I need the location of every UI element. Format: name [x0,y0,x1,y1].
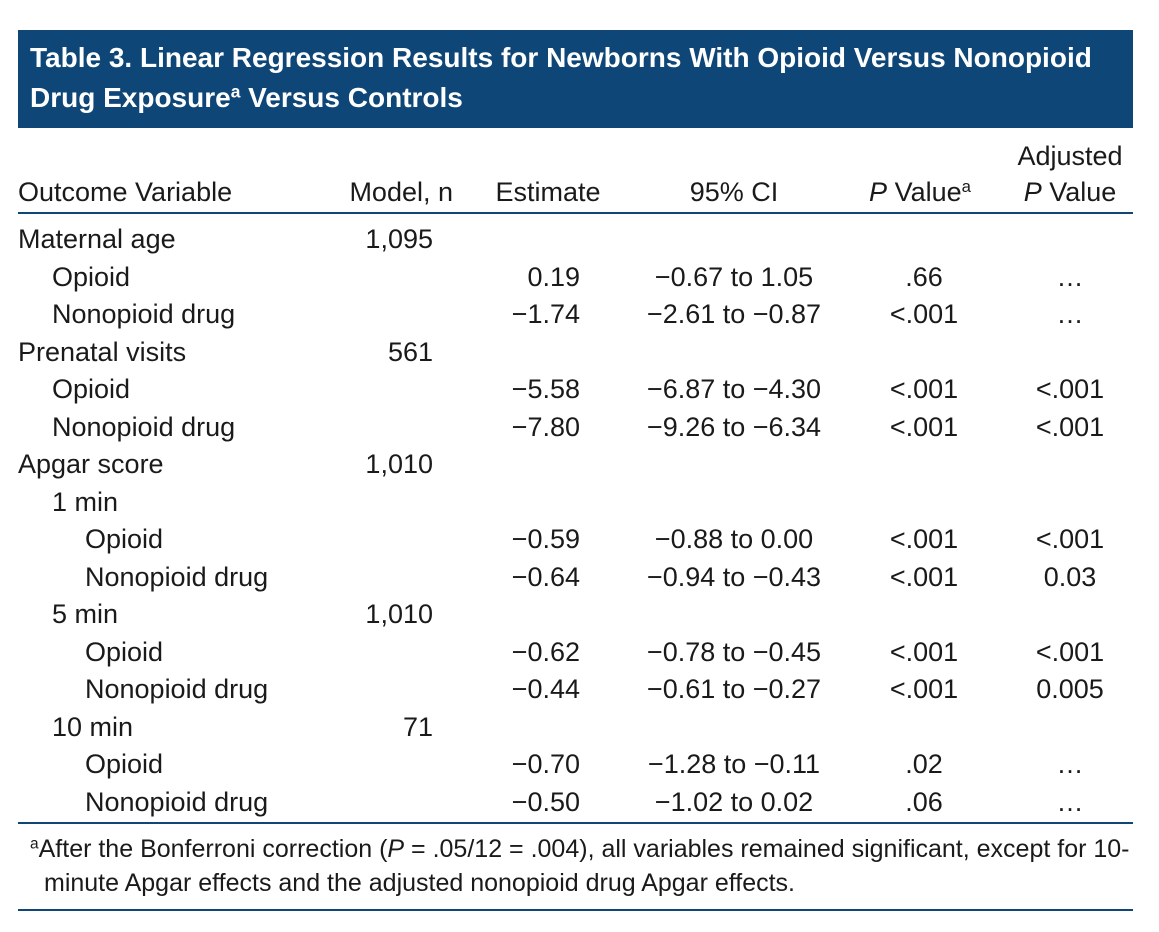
cell-ci: −0.61 to −0.27 [646,674,822,704]
footnote-rule [18,909,1133,911]
cell-adj-p: … [1056,299,1084,329]
italic-p: P [869,177,888,207]
header-superscript: a [961,176,971,196]
cell-estimate: −5.58 [511,374,580,404]
cell-adj-p: <.001 [1035,374,1105,404]
cell-ci: −0.78 to −0.45 [646,636,822,667]
cell-adj-p: … [1056,261,1084,292]
row-label: 1 min [52,486,119,517]
header-cell: Outcome Variable [18,177,233,207]
cell-ci: −9.26 to −6.34 [646,411,822,442]
cell-ci: −0.67 to 1.05 [654,261,814,292]
cell-adj-p: 0.03 [1043,561,1097,592]
footnote-text: = .05/12 = .004), all variables remained… [44,835,1130,897]
italic-p: P [387,835,405,863]
cell-p: .66 [905,261,943,292]
title-text: Table 3. Linear Regression Results for N… [30,42,1092,113]
cell-p: <.001 [889,411,959,442]
footnote: aAfter the Bonferroni correction (P = .0… [18,832,1133,900]
cell-estimate: −0.50 [511,786,580,817]
row-label: Opioid [85,636,164,667]
cell-adj-p: <.001 [1035,636,1105,667]
cell-p: .02 [905,749,943,779]
cell-p: <.001 [889,636,959,667]
row-label: Nonopioid drug [85,561,269,592]
cell-n: 561 [387,336,433,367]
row-label: Apgar score [18,449,164,479]
cell-estimate: −0.44 [511,674,580,704]
cell-estimate: −0.59 [511,524,580,554]
cell-n: 1,095 [365,224,433,254]
header-cell: Model, n [349,177,453,207]
header-cell: P Valuea [869,174,971,211]
row-label: Nonopioid drug [52,299,236,329]
header-cell: Adjusted [1017,141,1123,171]
cell-estimate: −7.80 [511,411,580,442]
row-label: Nonopioid drug [85,786,269,817]
cell-ci: −2.61 to −0.87 [646,299,822,329]
title-superscript: a [230,81,241,102]
row-label: Maternal age [18,224,176,254]
cell-p: <.001 [889,561,959,592]
row-label: Opioid [85,524,164,554]
cell-p: .06 [905,786,943,817]
cell-estimate: −0.70 [511,749,580,779]
cell-adj-p: … [1056,786,1084,817]
row-label: 5 min [52,599,119,629]
footnote-text: After the Bonferroni correction ( [38,835,388,863]
cell-ci: −6.87 to −4.30 [646,374,822,404]
row-label: Opioid [85,749,164,779]
cell-adj-p: … [1056,749,1084,779]
cell-adj-p: 0.005 [1036,674,1104,704]
italic-p: P [1023,177,1042,207]
title-text: Versus Controls [240,82,463,113]
cell-p: <.001 [889,374,959,404]
header-cell: Estimate [495,177,601,207]
header-rule [18,212,1133,214]
cell-ci: −1.02 to 0.02 [654,786,814,817]
header-cell: 95% CI [689,177,779,207]
cell-ci: −0.94 to −0.43 [646,561,822,592]
table-title: Table 3. Linear Regression Results for N… [18,30,1133,128]
cell-ci: −1.28 to −0.11 [647,749,821,779]
table-rule [18,822,1133,824]
footnote-marker: a [30,835,39,853]
cell-p: <.001 [889,524,959,554]
cell-n: 1,010 [365,449,433,479]
cell-n: 71 [402,711,433,742]
cell-adj-p: <.001 [1035,524,1105,554]
cell-adj-p: <.001 [1035,411,1105,442]
header-cell: P Value [1024,174,1117,211]
row-label: Opioid [52,261,131,292]
cell-p: <.001 [889,299,959,329]
row-label: Nonopioid drug [52,411,236,442]
header-text: Value [887,177,962,207]
cell-estimate: −0.62 [511,636,580,667]
cell-estimate: 0.19 [527,261,580,292]
cell-n: 1,010 [365,599,433,629]
header-text: Value [1041,177,1117,207]
cell-estimate: −0.64 [511,561,580,592]
cell-estimate: −1.74 [511,299,580,329]
row-label: Opioid [52,374,131,404]
cell-ci: −0.88 to 0.00 [654,524,814,554]
row-label: Prenatal visits [18,336,187,367]
row-label: Nonopioid drug [85,674,269,704]
cell-p: <.001 [889,674,959,704]
row-label: 10 min [52,711,134,742]
